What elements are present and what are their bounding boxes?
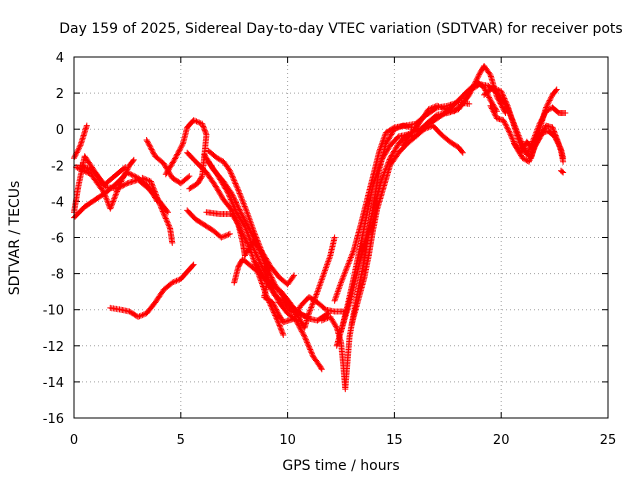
x-tick-label: 20 xyxy=(493,433,510,448)
series-arc-16 xyxy=(252,234,338,331)
series-arc-8 xyxy=(162,117,210,192)
y-tick-label: -4 xyxy=(51,195,64,210)
data-marker xyxy=(367,198,381,236)
y-tick-label: -16 xyxy=(43,412,64,427)
data-marker xyxy=(73,156,137,212)
series-arc-22 xyxy=(367,198,381,236)
data-marker xyxy=(481,84,569,158)
series-arc-27 xyxy=(558,167,567,176)
data-marker xyxy=(77,162,129,189)
y-axis-label: SDTVAR / TECUs xyxy=(7,181,23,296)
x-tick-label: 10 xyxy=(279,433,296,448)
series-arc-4 xyxy=(73,156,137,212)
y-tick-label: 2 xyxy=(56,87,64,102)
x-tick-label: 25 xyxy=(600,433,617,448)
axis-ticks: 0 5 10 15 20 25 -16 -14 -12 -10 -8 -6 -4 -2 0 2 4 xyxy=(43,51,617,448)
x-tick-label: 0 xyxy=(70,433,78,448)
y-tick-label: -10 xyxy=(43,304,64,319)
data-marker xyxy=(162,117,210,192)
series-arc-5 xyxy=(77,162,129,189)
series-arc-24 xyxy=(481,84,569,158)
series-arc-21 xyxy=(348,63,509,328)
series-arc-6 xyxy=(139,174,176,246)
series-arc-26 xyxy=(511,122,567,165)
data-marker xyxy=(252,234,338,331)
y-tick-label: 4 xyxy=(56,51,64,66)
data-marker xyxy=(139,174,176,246)
grid xyxy=(74,57,608,418)
data-marker xyxy=(184,207,233,241)
data-marker xyxy=(511,122,567,165)
y-tick-label: 0 xyxy=(56,123,64,138)
series-arc-28 xyxy=(107,261,197,320)
data-marker xyxy=(107,261,197,320)
data-points xyxy=(71,63,569,393)
y-tick-label: -2 xyxy=(51,159,64,174)
x-axis-label: GPS time / hours xyxy=(282,458,399,474)
y-tick-label: -12 xyxy=(43,340,64,355)
data-marker xyxy=(348,63,509,328)
y-tick-label: -6 xyxy=(51,232,64,247)
y-tick-label: -8 xyxy=(51,268,64,283)
chart-title: Day 159 of 2025, Sidereal Day-to-day VTE… xyxy=(59,21,622,37)
plot-frame xyxy=(73,56,609,419)
data-marker xyxy=(558,167,567,176)
series-arc-13 xyxy=(184,207,233,241)
x-tick-label: 15 xyxy=(386,433,403,448)
y-tick-label: -14 xyxy=(43,376,64,391)
x-tick-label: 5 xyxy=(177,433,185,448)
